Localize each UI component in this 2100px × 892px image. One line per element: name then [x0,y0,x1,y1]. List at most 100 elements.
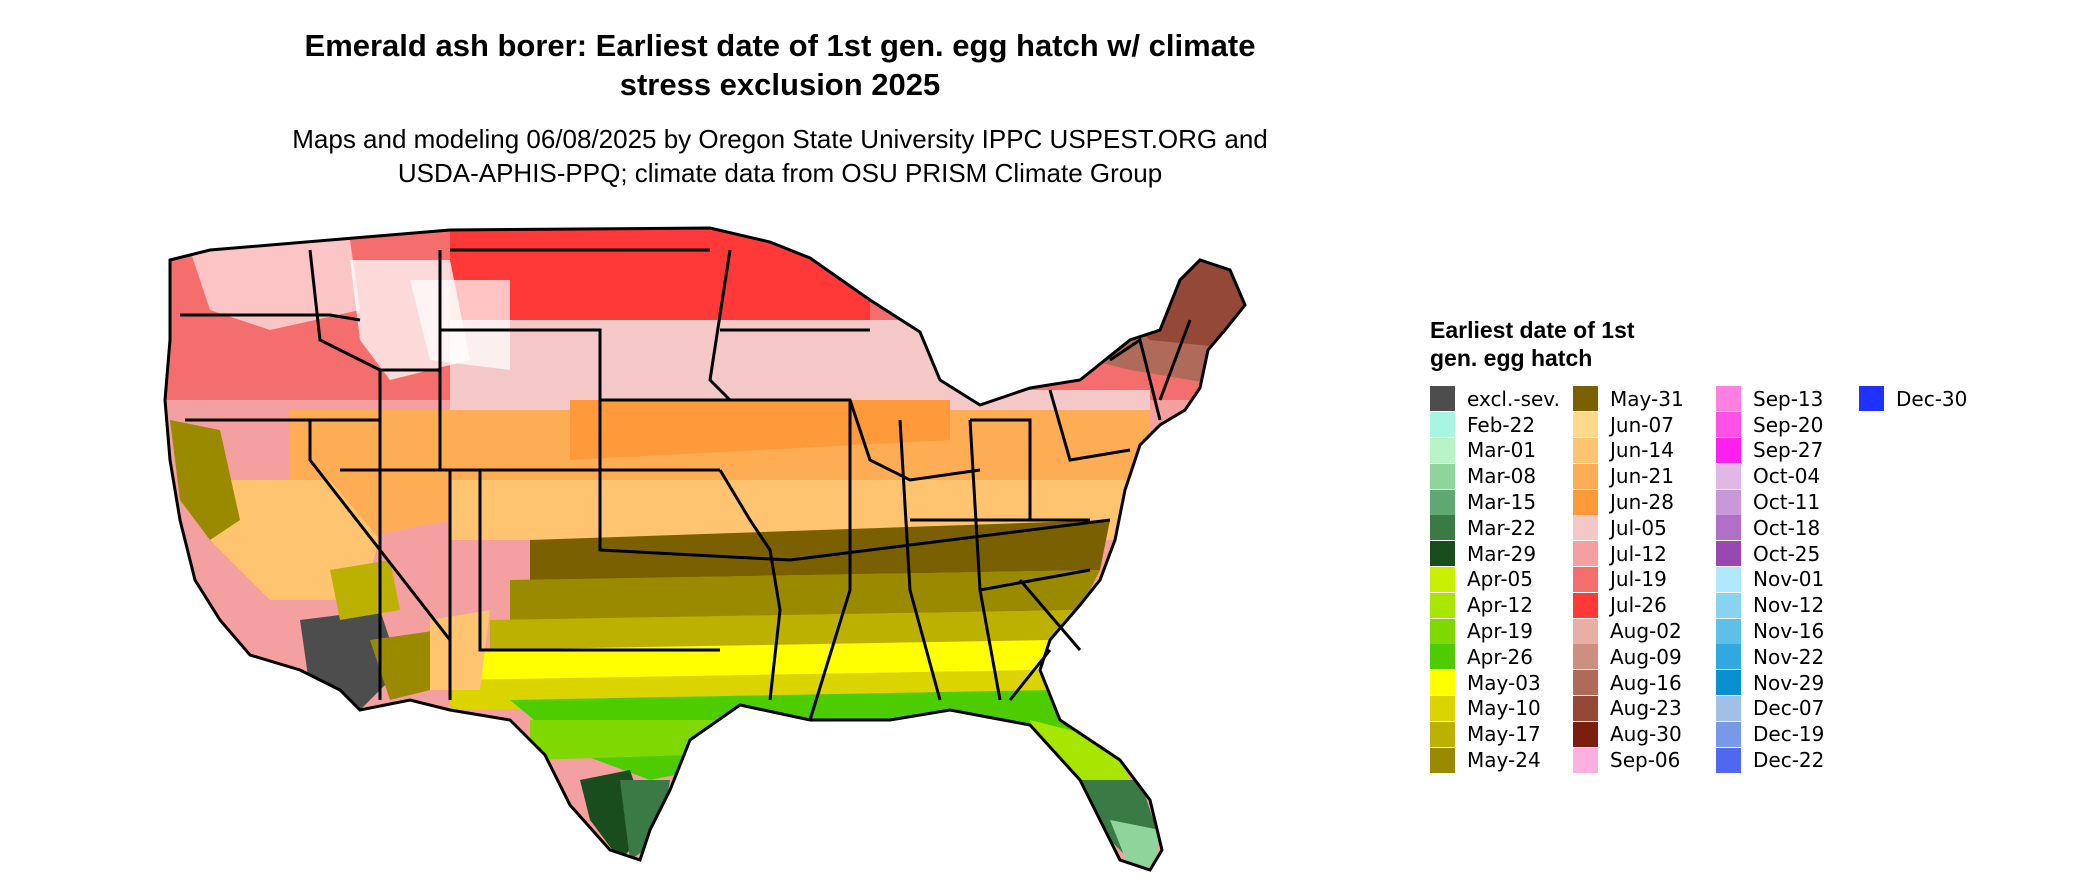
legend: Earliest date of 1st gen. egg hatch excl… [1430,316,1992,773]
legend-label: Jul-05 [1610,515,1667,540]
legend-item: Mar-01 [1430,437,1563,464]
legend-swatch [1716,463,1741,489]
legend-swatch [1573,386,1598,412]
legend-label: Mar-08 [1467,464,1537,489]
legend-swatch [1573,592,1598,618]
legend-label: Sep-20 [1753,412,1824,437]
legend-swatch [1573,515,1598,541]
legend-label: Dec-07 [1753,696,1825,721]
legend-swatch [1716,592,1741,618]
legend-label: excl.-sev. [1467,386,1560,411]
legend-label: May-24 [1467,748,1541,773]
legend-item: excl.-sev. [1430,386,1563,412]
legend-item: Mar-29 [1430,541,1563,567]
legend-swatch [1430,515,1455,541]
legend-item: Feb-22 [1430,412,1563,438]
legend-label: May-31 [1610,386,1684,411]
legend-swatch [1430,747,1455,773]
legend-swatch [1573,437,1598,463]
legend-swatch [1716,644,1741,670]
legend-item: Aug-30 [1573,721,1706,747]
legend-item: Sep-13 [1716,386,1849,412]
legend-swatch [1430,541,1455,567]
map-subtitle-line-2: USDA-APHIS-PPQ; climate data from OSU PR… [397,158,1163,188]
egg-hatch-raster [165,228,1245,870]
legend-swatch [1573,644,1598,670]
legend-item: Jun-21 [1573,463,1706,489]
legend-swatch [1573,412,1598,438]
legend-swatch [1573,489,1598,515]
legend-column: Dec-30 [1859,386,1992,773]
legend-item: May-24 [1430,747,1563,773]
legend-item: Apr-05 [1430,566,1563,593]
legend-label: Jun-21 [1610,464,1674,489]
legend-item: Mar-08 [1430,463,1563,489]
legend-item: Apr-12 [1430,592,1563,618]
legend-label: Sep-13 [1753,386,1824,411]
legend-item: Sep-06 [1573,747,1706,773]
legend-item: Sep-20 [1716,412,1849,438]
legend-item: Dec-07 [1716,695,1849,722]
legend-swatch [1430,489,1455,515]
legend-swatch [1716,721,1741,747]
legend-item: Dec-22 [1716,747,1849,773]
legend-swatch [1716,412,1741,438]
legend-item: Jun-28 [1573,489,1706,515]
legend-item: Jul-05 [1573,515,1706,541]
legend-swatch [1573,721,1598,747]
legend-item: Jul-19 [1573,566,1706,593]
legend-swatch [1430,412,1455,438]
legend-item: Jul-12 [1573,541,1706,567]
legend-swatch [1430,566,1455,592]
legend-label: Jun-14 [1610,438,1674,463]
map-title-line-1: Emerald ash borer: Earliest date of 1st … [304,28,1256,63]
legend-label: Jul-26 [1610,593,1667,618]
legend-column: excl.-sev. Feb-22 Mar-01 Mar-08 Mar-15 Mar-22… [1430,386,1563,773]
state-boundaries [163,226,1247,872]
legend-label: Aug-23 [1610,696,1682,721]
legend-swatch [1859,386,1884,412]
legend-label: Nov-22 [1753,644,1825,669]
legend-label: May-10 [1467,696,1541,721]
legend-label: Mar-29 [1467,541,1537,566]
legend-swatch [1430,618,1455,644]
legend-item: Nov-22 [1716,644,1849,670]
legend-swatch [1430,386,1455,412]
legend-swatch [1573,695,1598,721]
legend-columns: excl.-sev. Feb-22 Mar-01 Mar-08 Mar-15 Mar-22… [1430,386,1992,773]
legend-item: Jun-14 [1573,437,1706,464]
legend-label: Dec-22 [1753,748,1825,773]
legend-column: Sep-13 Sep-20 Sep-27 Oct-04 Oct-11 Oct-18 Oct-… [1716,386,1849,773]
legend-label: Aug-16 [1610,670,1682,695]
legend-item: Apr-19 [1430,618,1563,644]
legend-swatch [1573,463,1598,489]
legend-label: Nov-01 [1753,567,1825,592]
legend-label: Dec-19 [1753,722,1825,747]
legend-label: Apr-19 [1467,619,1533,644]
legend-label: Feb-22 [1467,412,1536,437]
legend-swatch [1573,670,1598,696]
legend-swatch [1716,489,1741,515]
legend-swatch [1716,437,1741,463]
legend-label: Jun-28 [1610,490,1674,515]
legend-title: Earliest date of 1st gen. egg hatch [1430,317,1635,371]
legend-label: Oct-18 [1753,515,1821,540]
legend-swatch [1716,670,1741,696]
legend-swatch [1430,721,1455,747]
legend-swatch [1573,618,1598,644]
legend-label: Nov-12 [1753,593,1825,618]
legend-item: Nov-12 [1716,592,1849,618]
legend-label: Oct-04 [1753,464,1821,489]
legend-swatch [1716,618,1741,644]
legend-label: Aug-09 [1610,644,1682,669]
legend-label: Aug-02 [1610,619,1682,644]
legend-label: Nov-29 [1753,670,1825,695]
legend-label: Dec-30 [1896,386,1968,411]
legend-item: Aug-09 [1573,644,1706,670]
legend-swatch [1573,747,1598,773]
legend-label: Sep-27 [1753,438,1824,463]
legend-item: May-03 [1430,670,1563,696]
legend-label: Apr-05 [1467,567,1533,592]
legend-swatch [1430,463,1455,489]
legend-item: May-17 [1430,721,1563,747]
